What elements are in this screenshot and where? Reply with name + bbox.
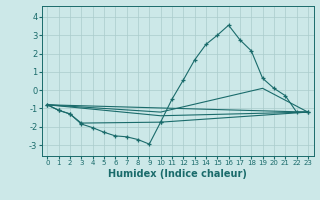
X-axis label: Humidex (Indice chaleur): Humidex (Indice chaleur) <box>108 169 247 179</box>
